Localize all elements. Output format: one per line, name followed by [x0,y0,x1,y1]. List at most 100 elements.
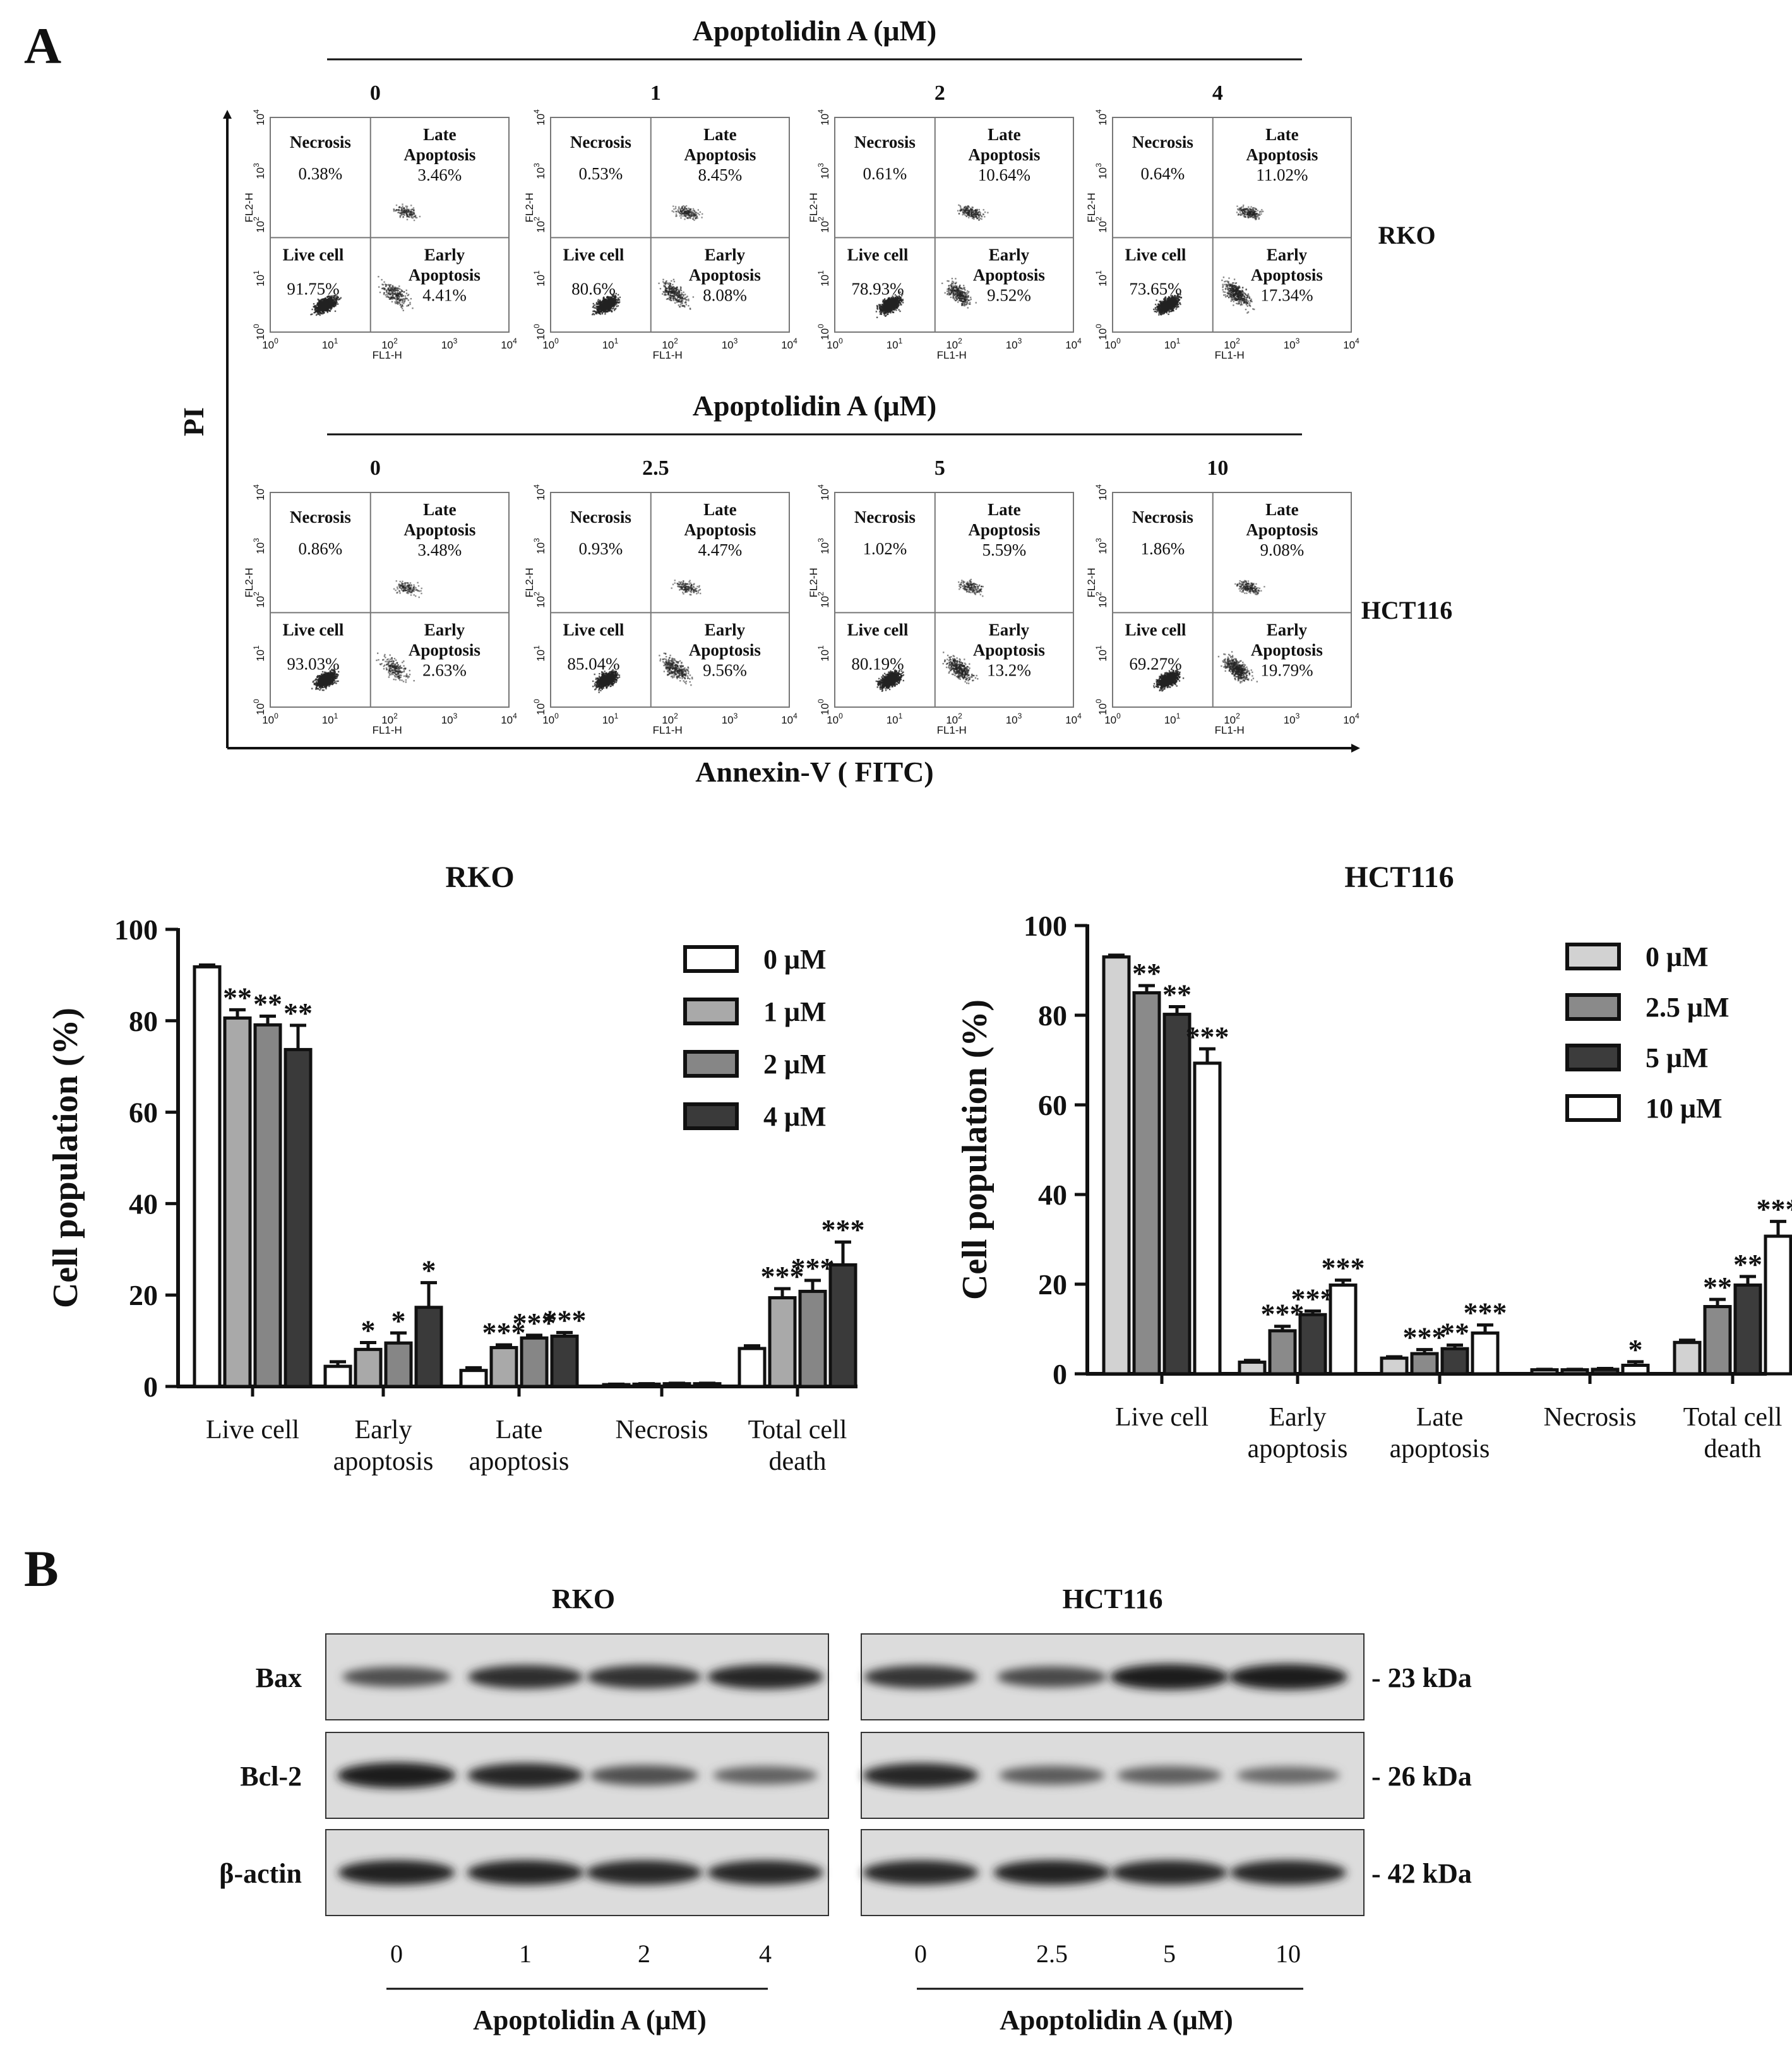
early-apoptosis-value: 9.52% [987,285,1031,304]
event-dot [332,300,334,302]
event-dot [953,292,955,294]
event-dot [606,303,608,305]
event-dot [671,289,673,292]
event-dot [663,291,665,294]
necrosis-value: 0.61% [863,164,907,183]
event-dot [678,299,681,301]
event-dot [690,211,692,213]
y-tick-label: 104 [816,109,831,126]
event-dot [964,213,965,215]
event-dot [890,311,892,313]
event-dot [392,294,394,295]
event-dot [595,313,598,314]
event-dot [693,210,696,212]
event-dot [953,289,955,291]
event-dot [314,311,316,314]
event-dot [883,307,885,309]
event-dot [662,293,664,295]
event-dot [323,309,325,311]
event-dot [324,307,326,309]
event-dot [953,299,955,301]
event-dot [1157,310,1159,312]
x-tick-exponent: 0 [274,337,278,345]
y-tick-exponent: 3 [816,163,825,167]
event-dot [681,300,684,302]
event-dot [691,210,693,212]
event-dot [963,209,965,211]
event-dot [400,295,402,297]
event-dot [594,311,596,313]
event-dot [952,289,953,292]
event-dot [964,300,967,302]
event-dot [405,297,407,299]
event-dot [898,302,900,304]
event-dot [1179,302,1181,304]
event-dot [672,211,675,213]
event-dot [596,306,598,308]
event-dot [674,302,676,304]
event-dot [955,282,957,283]
necrosis-label: Necrosis [290,133,351,152]
plot-frame [834,117,1074,333]
event-dot [318,313,320,315]
event-dot [696,215,698,217]
event-dot [395,302,397,304]
event-dot [319,314,321,316]
x-tick-label: 101 [602,337,619,351]
event-dot [678,294,680,295]
event-dot [407,299,409,301]
event-dot [410,211,412,213]
event-dot [382,283,384,286]
event-dot [685,208,688,210]
event-dot [597,303,599,305]
event-dot [968,303,971,305]
event-dot [880,309,883,311]
event-dot [407,211,409,213]
event-dot [678,291,679,294]
event-dot [608,302,611,304]
event-dot [677,209,679,211]
necrosis-label: Necrosis [570,133,631,152]
event-dot [672,278,675,280]
event-dot [675,292,677,294]
event-dot [671,299,672,302]
event-dot [681,299,683,301]
event-dot [403,207,405,209]
event-dot [602,300,604,302]
event-dot [606,301,609,302]
y-tick-label: 101 [816,270,831,287]
event-dot [318,301,320,303]
event-dot [678,206,680,208]
event-dot [1166,299,1168,301]
event-dot [952,285,954,287]
late-apoptosis-label: Apoptosis [403,145,475,164]
event-dot [385,296,388,298]
event-dot [315,314,318,316]
x-tick-exponent: 4 [513,337,517,345]
event-dot [976,212,977,214]
event-dot [669,284,671,286]
event-dot [409,302,411,304]
event-dot [395,204,398,206]
event-dot [681,207,683,209]
event-dot [330,309,332,311]
event-dot [596,308,598,311]
event-dot [401,304,403,306]
event-dot [397,290,399,292]
event-dot [402,203,403,205]
event-dot [398,206,400,208]
y-tick-label: 101 [532,270,547,287]
event-dot [319,301,321,304]
event-dot [899,296,900,299]
event-dot [966,206,968,208]
event-dot [671,292,672,294]
event-dot [331,304,333,306]
event-dot [607,301,609,303]
event-dot [664,289,666,291]
event-dot [406,208,408,211]
event-dot [414,215,417,217]
event-dot [611,307,614,310]
event-dot [687,217,690,218]
event-dot [666,291,667,294]
event-dot [408,212,410,213]
